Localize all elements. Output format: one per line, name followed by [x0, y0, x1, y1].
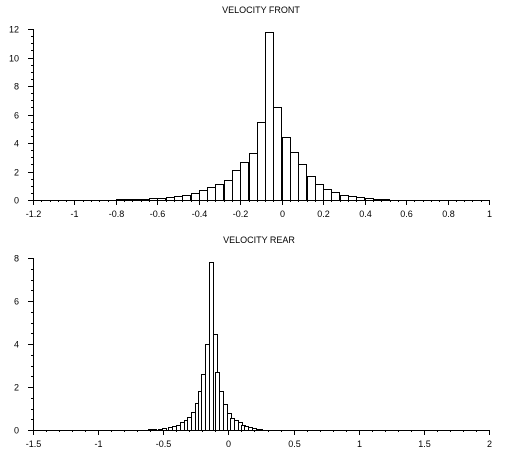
y-tick-label: 12 [9, 25, 19, 35]
histogram-bar [201, 374, 206, 431]
histogram-bar [230, 418, 235, 431]
x-tick-label: 0.5 [288, 439, 301, 449]
histogram-velocity-rear: VELOCITY REAR -1.5 -1 -0.5 0 0.5 1 1.5 2 0 2 4 6 8 [14, 235, 492, 449]
histogram-bar [174, 196, 183, 201]
histogram-bar [249, 153, 258, 201]
x-tick-label: 1 [357, 439, 362, 449]
x-tick-label: -0.4 [192, 209, 208, 219]
histogram-bar [215, 372, 220, 431]
histogram-bar [290, 152, 299, 201]
x-tick-label: 0.8 [442, 209, 455, 219]
x-tick-label: -1.2 [26, 209, 42, 219]
histogram-bar [205, 344, 210, 431]
histogram-bar [298, 164, 307, 201]
histogram-bar [182, 195, 191, 201]
histogram-bar [315, 184, 324, 201]
x-tick-label: 0 [280, 209, 285, 219]
histogram-bar [199, 190, 208, 201]
histogram-bar [307, 176, 316, 201]
histogram-bar [282, 137, 291, 201]
y-tick-label: 10 [9, 54, 19, 64]
histogram-bar [257, 122, 266, 201]
histogram-bar [223, 404, 228, 431]
y-tick-label: 4 [14, 139, 19, 149]
histogram-bar [240, 162, 249, 201]
histogram-bar [209, 262, 214, 431]
histogram-bar [215, 184, 224, 201]
y-tick-label: 6 [14, 111, 19, 121]
histogram-bar [232, 170, 241, 201]
histogram-velocity-front: VELOCITY FRONT -1.2 -1 -0.8 -0.6 -0.4 -0.2 0 0.… [9, 5, 492, 219]
x-tick-label: 0.4 [359, 209, 372, 219]
chart-title-velocity-rear: VELOCITY REAR [223, 235, 295, 245]
histogram-bar [348, 196, 357, 201]
y-tick-label: 2 [14, 168, 19, 178]
histogram-bar [207, 187, 216, 201]
x-tick-label: -0.2 [233, 209, 249, 219]
x-tick-label: -0.5 [156, 439, 172, 449]
y-tick-label: 2 [14, 383, 19, 393]
chart-title-velocity-front: VELOCITY FRONT [222, 5, 300, 15]
y-tick-label: 0 [14, 426, 19, 436]
x-tick-label: 1 [487, 209, 492, 219]
x-tick-label: 0 [226, 439, 231, 449]
histogram-bar [265, 32, 274, 201]
y-tick-label: 8 [14, 254, 19, 264]
x-tick-label: 0.2 [317, 209, 330, 219]
histogram-bar [234, 420, 239, 431]
x-tick-label: -0.8 [109, 209, 125, 219]
histogram-bar [172, 426, 177, 431]
histogram-bar [191, 412, 196, 431]
histogram-bar [180, 422, 185, 431]
x-tick-label: -1.5 [26, 439, 42, 449]
x-tick-label: 1.5 [418, 439, 431, 449]
histogram-bar [219, 391, 224, 431]
histogram-bar [224, 180, 233, 201]
x-tick-label: 0.6 [400, 209, 413, 219]
x-tick-label: -0.6 [150, 209, 166, 219]
histogram-bar [191, 193, 200, 201]
x-tick-label: -1 [94, 439, 102, 449]
y-tick-label: 0 [14, 196, 19, 206]
y-tick-label: 4 [14, 340, 19, 350]
y-tick-label: 6 [14, 297, 19, 307]
histogram-bar [340, 195, 349, 201]
histogram-bar [187, 417, 192, 431]
x-tick-label: -1 [70, 209, 78, 219]
histogram-bar [323, 189, 332, 201]
histogram-bar [273, 107, 282, 201]
histogram-bar [244, 426, 249, 431]
x-tick-label: 2 [487, 439, 492, 449]
histogram-bar [176, 425, 181, 431]
histogram-bar [331, 192, 340, 201]
y-tick-label: 8 [14, 82, 19, 92]
